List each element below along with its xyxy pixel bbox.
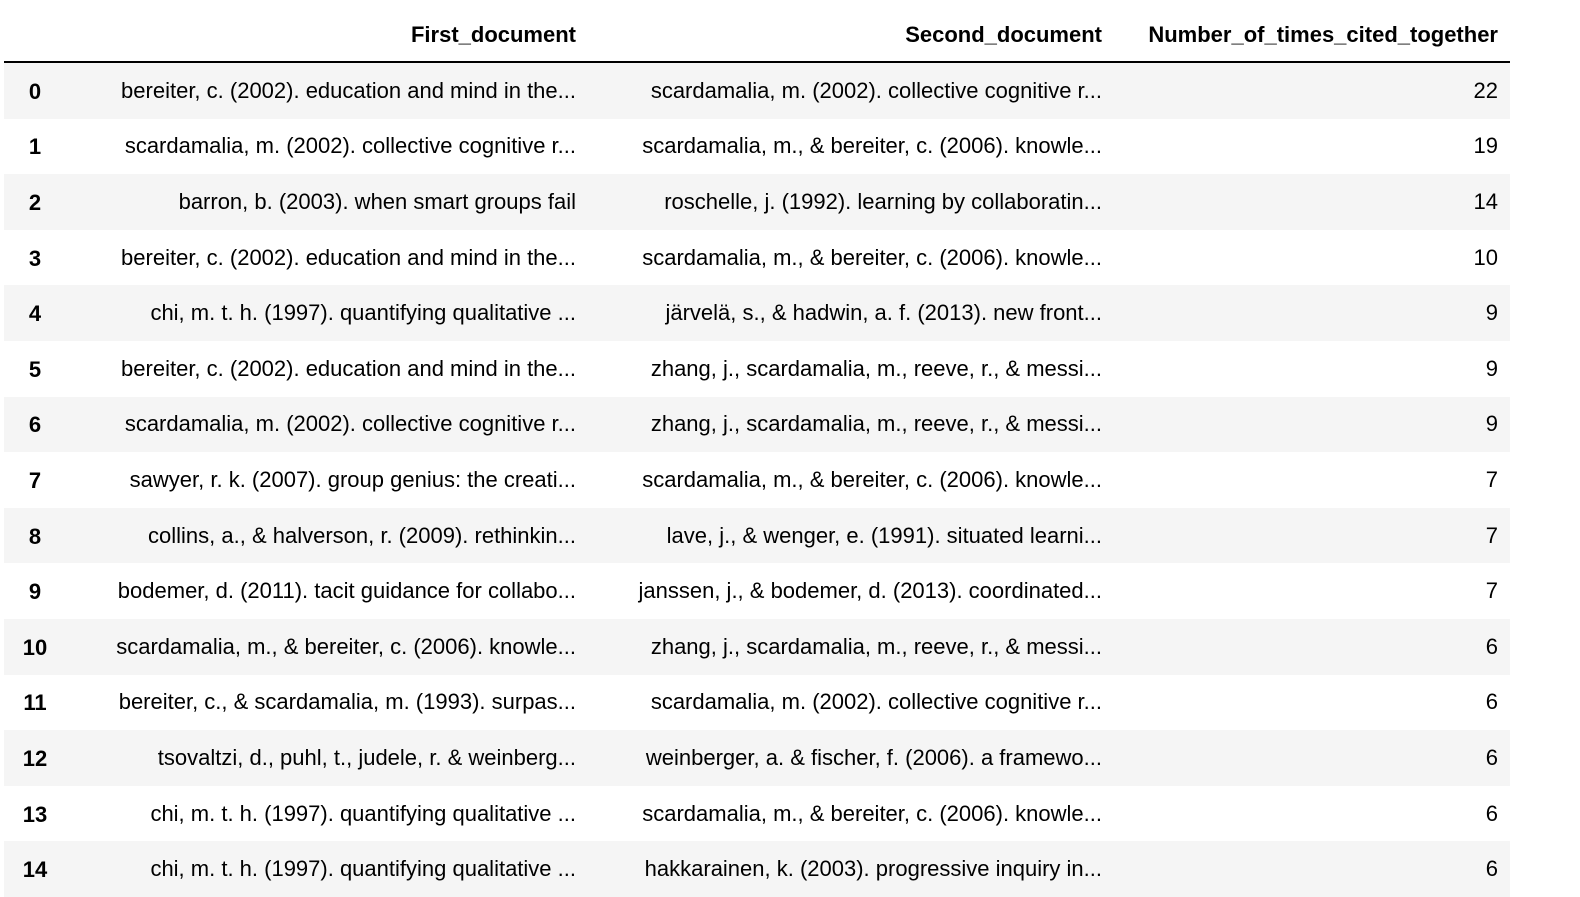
times-cited-cell: 6 [1485,689,1498,715]
row-index: 14 [22,857,48,883]
second-document-cell: scardamalia, m. (2002). collective cogni… [650,77,1102,103]
row-index: 12 [22,745,48,771]
row-index: 11 [23,690,47,716]
times-cited-cell: 6 [1485,744,1498,770]
first-document-cell: bereiter, c. (2002). education and mind … [121,77,576,103]
first-document-cell: collins, a., & halverson, r. (2009). ret… [148,522,576,548]
second-document-cell: scardamalia, m., & bereiter, c. (2006). … [642,800,1102,826]
column-header-first-document: First_document [66,8,588,63]
times-cited-cell: 22 [1473,77,1498,103]
times-cited-cell: 10 [1473,244,1498,270]
table-row: 14 chi, m. t. h. (1997). quantifying qual… [4,841,1510,897]
second-document-cell: scardamalia, m., & bereiter, c. (2006). … [642,466,1102,492]
second-document-cell: zhang, j., scardamalia, m., reeve, r., &… [650,633,1102,659]
row-index: 4 [28,301,42,327]
second-document-cell: scardamalia, m., & bereiter, c. (2006). … [642,133,1102,159]
second-document-cell: janssen, j., & bodemer, d. (2013). coord… [638,578,1103,604]
times-cited-cell: 7 [1485,466,1498,492]
times-cited-cell: 9 [1485,300,1498,326]
row-index: 9 [28,579,42,605]
table-row: 10 scardamalia, m., & bereiter, c. (2006)… [4,618,1510,675]
first-document-cell: chi, m. t. h. (1997). quantifying qualit… [150,300,576,326]
second-document-cell: zhang, j., scardamalia, m., reeve, r., &… [650,355,1102,381]
table-row: 3 bereiter, c. (2002). education and mind… [4,229,1510,286]
first-document-cell: scardamalia, m. (2002). collective cogni… [124,411,576,437]
row-index: 5 [28,356,42,382]
second-document-cell: zhang, j., scardamalia, m., reeve, r., &… [650,411,1102,437]
dataframe-table: First_document Second_document Number_of… [4,8,1510,897]
row-index: 2 [28,189,42,215]
table-header: First_document Second_document Number_of… [4,8,1510,63]
times-cited-cell: 9 [1485,355,1498,381]
second-document-cell: weinberger, a. & fischer, f. (2006). a f… [645,744,1102,770]
second-document-cell: scardamalia, m. (2002). collective cogni… [650,689,1102,715]
table-row: 8 collins, a., & halverson, r. (2009). re… [4,507,1510,564]
second-document-cell: hakkarainen, k. (2003). progressive inqu… [644,856,1102,882]
row-index: 8 [28,523,42,549]
row-index: 0 [28,78,42,104]
second-document-cell: lave, j., & wenger, e. (1991). situated … [666,522,1102,548]
second-document-cell: scardamalia, m., & bereiter, c. (2006). … [642,244,1102,270]
table-row: 9 bodemer, d. (2011). tacit guidance for … [4,563,1510,619]
index-column-header [4,8,66,63]
table-body: 0 bereiter, c. (2002). education and mind… [4,62,1510,897]
row-index: 7 [28,467,42,493]
table-row: 11 bereiter, c., & scardamalia, m. (1993)… [4,674,1510,731]
table-row: 12 tsovaltzi, d., puhl, t., judele, r. & … [4,730,1510,786]
second-document-cell: järvelä, s., & hadwin, a. f. (2013). new… [665,300,1102,326]
column-header-second-document: Second_document [588,8,1114,63]
first-document-cell: bereiter, c. (2002). education and mind … [121,355,576,381]
first-document-cell: bodemer, d. (2011). tacit guidance for c… [117,578,576,604]
times-cited-cell: 14 [1473,188,1498,214]
first-document-cell: bereiter, c. (2002). education and mind … [121,244,576,270]
table-row: 6 scardamalia, m. (2002). collective cogn… [4,396,1510,453]
first-document-cell: chi, m. t. h. (1997). quantifying qualit… [150,800,576,826]
table-row: 0 bereiter, c. (2002). education and mind… [4,62,1510,119]
first-document-cell: chi, m. t. h. (1997). quantifying qualit… [150,856,576,882]
first-document-cell: barron, b. (2003). when smart groups fai… [178,188,576,214]
times-cited-cell: 19 [1473,133,1498,159]
table-row: 7 sawyer, r. k. (2007). group genius: the… [4,452,1510,508]
table-row: 4 chi, m. t. h. (1997). quantifying quali… [4,285,1510,341]
times-cited-cell: 6 [1485,633,1498,659]
times-cited-cell: 7 [1485,522,1498,548]
column-header-times-cited-together: Number_of_times_cited_together [1114,8,1510,63]
times-cited-cell: 6 [1485,800,1498,826]
times-cited-cell: 7 [1485,578,1498,604]
table-row: 13 chi, m. t. h. (1997). quantifying qual… [4,785,1510,842]
times-cited-cell: 9 [1485,411,1498,437]
first-document-cell: sawyer, r. k. (2007). group genius: the … [129,466,576,492]
row-index: 6 [28,412,42,438]
second-document-cell: roschelle, j. (1992). learning by collab… [664,188,1102,214]
row-index: 13 [22,801,48,827]
first-document-cell: bereiter, c., & scardamalia, m. (1993). … [118,689,576,715]
row-index: 1 [28,134,42,160]
first-document-cell: scardamalia, m., & bereiter, c. (2006). … [116,633,576,659]
first-document-cell: scardamalia, m. (2002). collective cogni… [124,133,576,159]
first-document-cell: tsovaltzi, d., puhl, t., judele, r. & we… [157,744,576,770]
row-index: 3 [28,245,42,271]
table-row: 5 bereiter, c. (2002). education and mind… [4,340,1510,397]
table-row: 2 barron, b. (2003). when smart groups fa… [4,174,1510,230]
header-row: First_document Second_document Number_of… [4,8,1510,63]
row-index: 10 [22,634,48,660]
table-row: 1 scardamalia, m. (2002). collective cogn… [4,118,1510,175]
times-cited-cell: 6 [1485,856,1498,882]
